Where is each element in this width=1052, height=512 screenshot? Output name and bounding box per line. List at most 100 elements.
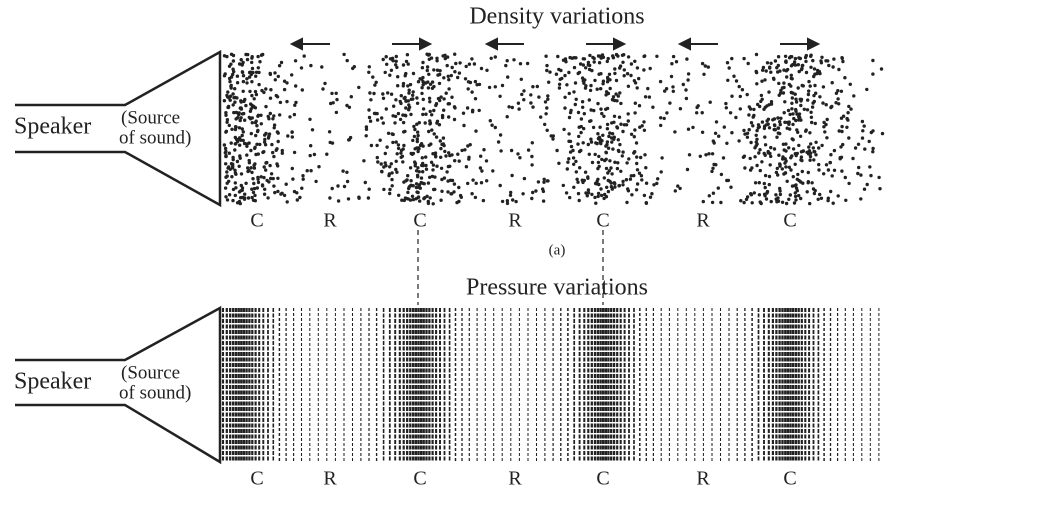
particle [580, 178, 584, 182]
particle [799, 103, 803, 108]
particle [599, 187, 603, 191]
particle [806, 98, 810, 102]
particle [601, 133, 605, 137]
particle [768, 151, 772, 156]
particle [380, 170, 384, 174]
particle [794, 183, 798, 187]
particle [452, 105, 457, 109]
particle [824, 59, 828, 63]
particle [419, 176, 424, 180]
particle [787, 165, 791, 169]
particle [782, 85, 786, 90]
particle [626, 55, 631, 59]
particle [820, 55, 824, 59]
particle [648, 195, 653, 199]
particle [245, 81, 249, 85]
particle [765, 104, 769, 108]
particle [234, 117, 238, 121]
particle [280, 191, 284, 195]
particle [411, 71, 416, 76]
particle [412, 124, 416, 129]
particle [309, 169, 313, 173]
particle [754, 133, 758, 137]
particle [388, 191, 392, 196]
particle [777, 153, 781, 157]
particle [792, 60, 797, 64]
particle [404, 59, 409, 64]
particle [474, 181, 478, 185]
particle [427, 143, 431, 147]
particle [710, 200, 715, 205]
particle [266, 196, 270, 200]
particle [830, 81, 834, 85]
particle [681, 82, 685, 87]
particle [783, 100, 787, 104]
particle [568, 195, 572, 200]
particle [293, 103, 297, 107]
particle [780, 167, 784, 171]
particle [673, 130, 677, 134]
particle [381, 92, 385, 96]
particle [427, 72, 431, 77]
particle [591, 125, 596, 130]
particle [471, 178, 475, 182]
particle [633, 150, 637, 154]
particle [403, 129, 407, 134]
particle [585, 194, 589, 198]
particle [229, 75, 234, 79]
particle [726, 78, 730, 83]
particle [424, 167, 429, 171]
particle [239, 183, 243, 188]
particle [841, 142, 845, 147]
region-label: R [323, 468, 337, 490]
particle [255, 142, 259, 146]
particle [394, 63, 398, 67]
particle [878, 187, 882, 191]
particle [774, 170, 779, 175]
particle [250, 195, 254, 200]
particle [593, 78, 597, 83]
particle [650, 192, 654, 196]
particle [871, 72, 875, 76]
particle [742, 56, 746, 61]
particle [375, 111, 379, 116]
particle [272, 154, 276, 159]
particle [269, 88, 273, 92]
source-label: (Source [121, 107, 180, 128]
particle [576, 110, 581, 115]
particle [439, 198, 443, 202]
particle [264, 168, 268, 172]
particle [546, 94, 550, 98]
particle [520, 92, 524, 97]
particle [424, 112, 428, 116]
particle [791, 175, 795, 179]
particle [417, 121, 421, 125]
particle [542, 180, 546, 184]
particle [756, 123, 761, 127]
particle [714, 120, 719, 124]
particle [432, 84, 436, 89]
particle [245, 142, 249, 146]
particle [840, 169, 844, 173]
particle [624, 123, 629, 127]
particle [541, 199, 546, 203]
particle [621, 179, 625, 184]
particle [424, 155, 428, 159]
particle [810, 181, 814, 185]
particle [824, 122, 828, 127]
particle [386, 91, 390, 95]
particle [263, 187, 267, 191]
particle [577, 198, 581, 203]
particle [399, 151, 403, 155]
particle [272, 123, 277, 127]
particle [615, 126, 620, 130]
particle [836, 194, 840, 198]
particle [500, 199, 505, 204]
particle [470, 90, 474, 94]
particle [605, 122, 610, 127]
particle [357, 85, 361, 90]
particle [588, 88, 593, 93]
particle [575, 177, 579, 181]
particle [556, 54, 560, 59]
particle [345, 103, 349, 108]
